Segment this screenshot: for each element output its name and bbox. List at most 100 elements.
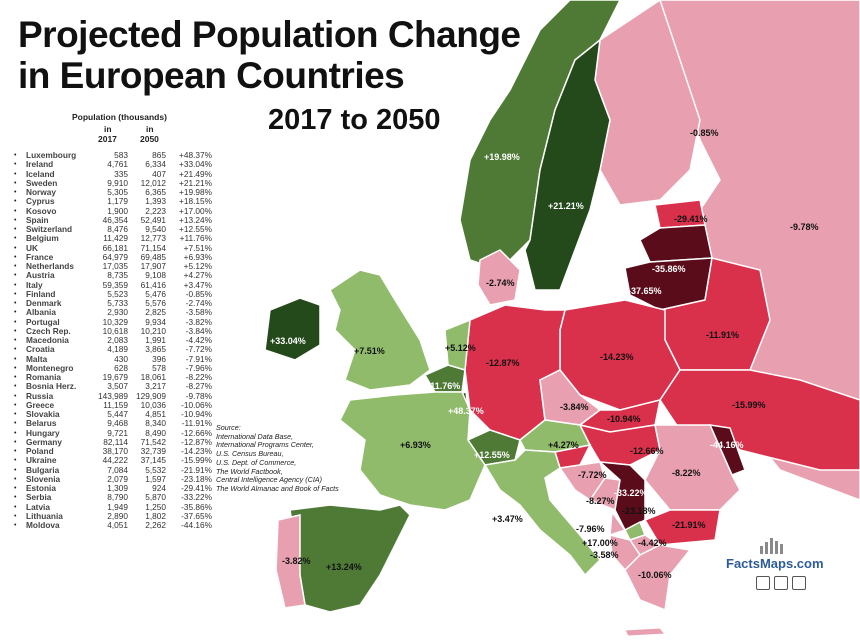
population-2017: 9,910 — [107, 177, 128, 188]
percent-change: -44.16% — [181, 520, 212, 530]
percent-change: +18.15% — [179, 196, 212, 207]
map-label-poland: -14.23% — [600, 352, 634, 362]
population-2050: 865 — [152, 150, 166, 160]
population-2050: 1,250 — [145, 501, 166, 512]
map-label-belgium: +11.76% — [425, 381, 461, 391]
population-2050: 8,490 — [145, 427, 166, 438]
population-2050: 32,739 — [140, 446, 166, 456]
row-bullet: • — [14, 522, 17, 529]
map-label-slovenia: -23.18% — [622, 506, 656, 516]
country-name: Poland — [26, 446, 54, 456]
population-2050: 5,870 — [145, 492, 166, 503]
row-bullet: • — [14, 448, 17, 455]
population-2017: 4,761 — [107, 159, 128, 170]
social-icons — [756, 576, 806, 590]
population-2050: 3,217 — [145, 381, 166, 392]
population-2017: 46,354 — [102, 214, 128, 225]
percent-change: -7.96% — [185, 362, 212, 373]
population-2017: 4,189 — [107, 344, 128, 355]
population-2050: 396 — [152, 353, 166, 364]
population-2017: 5,733 — [107, 298, 128, 308]
percent-change: -35.86% — [181, 501, 212, 512]
population-2017: 430 — [114, 353, 128, 364]
country-name: Kosovo — [26, 205, 57, 216]
row-bullet: • — [14, 198, 17, 206]
country-name: Luxembourg — [26, 150, 77, 160]
percent-change: -9.78% — [185, 390, 212, 401]
percent-change: +48.37% — [179, 150, 212, 160]
country-name: Latvia — [26, 501, 50, 512]
population-2017: 583 — [114, 150, 128, 160]
map-label-romania: -8.22% — [672, 468, 701, 478]
map-label-luxembourg: +48.37% — [448, 406, 484, 416]
source-line: International Data Base, — [216, 431, 294, 441]
percent-change: -11.91% — [181, 418, 212, 429]
row-bullet: • — [14, 392, 17, 400]
row-bullet: • — [14, 226, 17, 233]
map-label-ireland: +33.04% — [270, 336, 306, 346]
population-2050: 69,485 — [140, 251, 166, 262]
country-name: Montenegro — [26, 362, 74, 373]
population-2050: 2,825 — [145, 307, 166, 318]
map-label-sweden: +21.21% — [548, 201, 584, 211]
percent-change: -3.82% — [185, 316, 212, 327]
population-2050: 1,597 — [145, 473, 166, 484]
population-2050: 2,262 — [145, 520, 166, 530]
bulgaria-region — [643, 509, 721, 546]
map-label-netherlands: +5.12% — [445, 343, 476, 353]
row-bullet: • — [14, 503, 17, 511]
country-name: Norway — [26, 187, 56, 197]
population-2017: 2,890 — [107, 510, 128, 521]
country-name: Malta — [26, 353, 48, 364]
row-bullet: • — [14, 337, 17, 344]
montenegro-region — [609, 509, 627, 537]
country-name: Slovenia — [26, 473, 61, 484]
map-label-macedonia: -4.42% — [638, 538, 667, 548]
table-header-in-1: in — [104, 124, 112, 134]
population-2050: 8,340 — [145, 418, 166, 429]
row-bullet: • — [14, 438, 17, 446]
percent-change: -8.22% — [185, 372, 212, 382]
map-label-russia: -9.78% — [790, 222, 819, 232]
table-header-year-2017: 2017 — [98, 134, 117, 144]
source-line: U.S. Census Bureau, — [216, 449, 284, 459]
row-bullet: • — [14, 420, 17, 428]
country-name: Romania — [26, 372, 62, 382]
population-2017: 1,949 — [107, 501, 128, 512]
map-label-finland: -0.85% — [690, 128, 719, 138]
percent-change: +7.51% — [183, 242, 212, 253]
table-header-year-2050: 2050 — [140, 134, 159, 144]
subtitle: 2017 to 2050 — [268, 104, 441, 136]
table-header-in-2: in — [146, 124, 154, 134]
denmark-region — [477, 249, 521, 306]
belgium-region — [423, 364, 466, 393]
map-label-hungary: -12.66% — [630, 446, 664, 456]
percent-change: -7.91% — [185, 353, 212, 364]
country-name: Greece — [26, 399, 55, 410]
row-bullet: • — [14, 383, 17, 391]
source-line: The World Almanac and Book of Facts — [216, 483, 339, 493]
percent-change: +3.47% — [183, 279, 212, 290]
map-label-belarus: -11.91% — [706, 330, 740, 340]
percent-change: -8.27% — [185, 381, 212, 392]
country-name: Bulgaria — [26, 464, 60, 475]
country-name: Belarus — [26, 418, 57, 429]
population-2017: 5,305 — [107, 187, 128, 197]
population-2017: 19,679 — [102, 372, 128, 382]
population-2017: 3,507 — [107, 381, 128, 392]
percent-change: +4.27% — [183, 270, 212, 281]
population-2050: 407 — [152, 168, 166, 179]
title-line-1: Projected Population Change — [18, 14, 521, 55]
row-bullet: • — [14, 207, 17, 215]
row-bullet: • — [14, 179, 17, 187]
population-2050: 5,532 — [145, 464, 166, 475]
row-bullet: • — [14, 161, 17, 169]
map-label-latvia: -35.86% — [652, 264, 686, 274]
row-bullet: • — [14, 170, 17, 178]
population-2050: 1,991 — [145, 335, 166, 345]
population-2017: 64,979 — [102, 251, 128, 262]
population-2017: 59,359 — [102, 279, 128, 290]
percent-change: -10.94% — [181, 409, 212, 419]
map-label-moldova: -44.16% — [710, 440, 744, 450]
population-2050: 9,934 — [145, 316, 166, 327]
